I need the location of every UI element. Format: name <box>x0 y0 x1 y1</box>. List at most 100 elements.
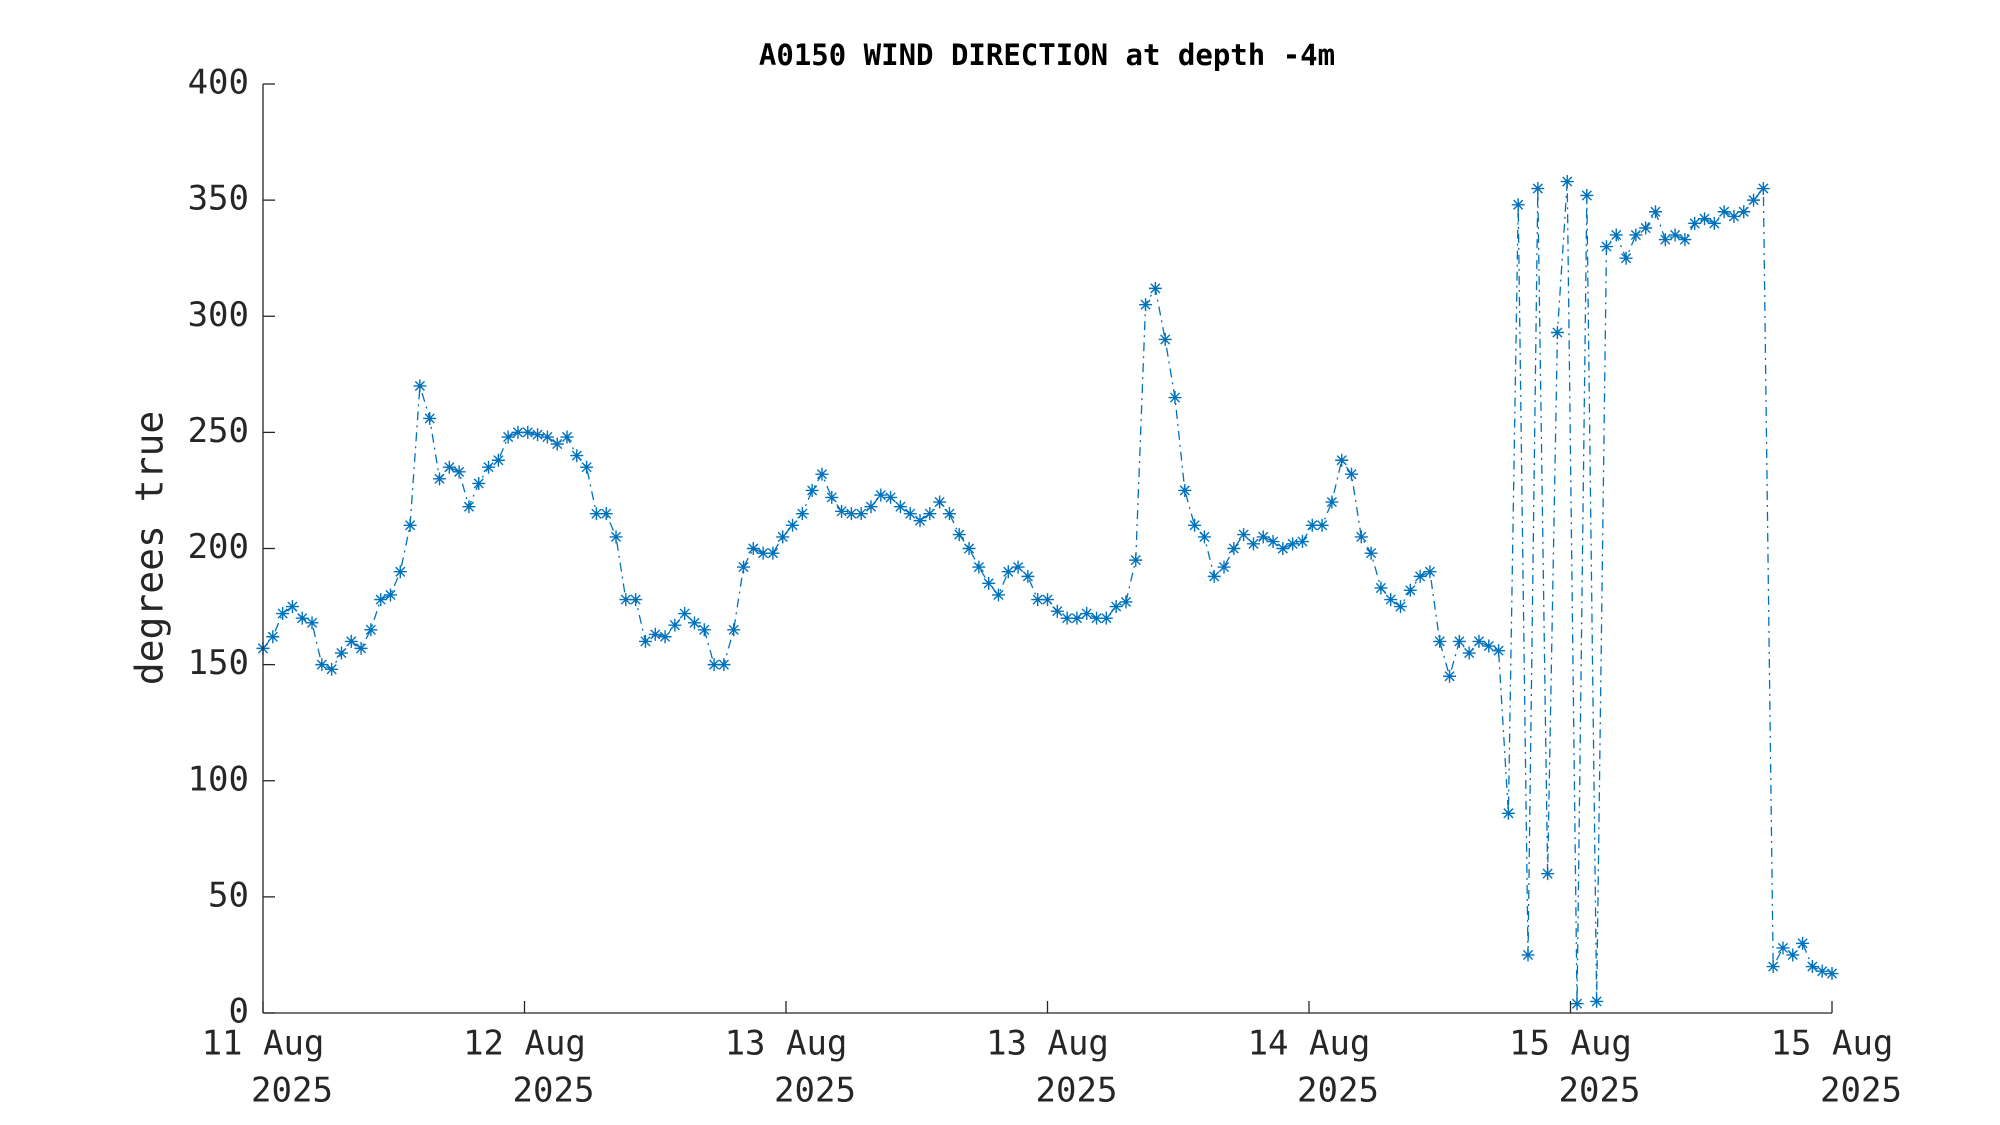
data-point <box>403 518 417 532</box>
data-point <box>1041 593 1054 607</box>
data-point <box>1060 611 1074 625</box>
data-point <box>1148 281 1162 295</box>
x-tick-label: 11 Aug <box>202 1024 325 1064</box>
data-point <box>923 507 937 521</box>
x-tick-label: 13 Aug <box>725 1024 848 1064</box>
data-point <box>1354 530 1368 544</box>
data-point <box>1609 228 1623 242</box>
data-point <box>1580 188 1594 202</box>
x-tick-label: 2025 <box>1036 1071 1118 1111</box>
data-point <box>442 460 456 474</box>
data-point <box>1070 611 1084 625</box>
data-point <box>1217 560 1231 574</box>
data-point <box>540 430 554 444</box>
data-point <box>874 488 888 502</box>
x-tick-label: 14 Aug <box>1248 1024 1371 1064</box>
data-point <box>1462 646 1476 660</box>
x-tick-label: 2025 <box>251 1071 333 1111</box>
x-tick-label: 2025 <box>774 1071 856 1111</box>
data-point <box>1452 634 1466 648</box>
data-point <box>746 542 760 555</box>
data-point <box>1560 175 1574 189</box>
data-point <box>433 472 447 486</box>
data-point <box>1590 994 1604 1008</box>
data-point <box>991 588 1005 602</box>
data-point <box>570 449 584 463</box>
data-point <box>1276 542 1290 555</box>
data-point <box>1335 453 1349 467</box>
data-point <box>1766 960 1780 974</box>
data-point <box>1423 565 1437 579</box>
data-point <box>1158 332 1172 346</box>
data-point <box>1227 542 1241 555</box>
data-point <box>805 483 819 497</box>
chart-title: A0150 WIND DIRECTION at depth -4m <box>759 38 1335 72</box>
data-point <box>364 623 378 637</box>
data-point <box>1178 483 1192 497</box>
data-point <box>1511 198 1525 212</box>
data-point <box>266 630 280 644</box>
x-tick-label: 13 Aug <box>986 1024 1109 1064</box>
data-point <box>648 627 662 641</box>
data-point <box>727 623 741 637</box>
data-point <box>668 618 682 632</box>
data-point <box>1747 193 1761 207</box>
data-point <box>1521 948 1535 962</box>
data-point <box>737 560 751 574</box>
data-point <box>1737 205 1751 219</box>
data-point <box>687 616 701 630</box>
data-point <box>1237 528 1251 542</box>
data-point <box>1648 205 1662 219</box>
data-point <box>1413 569 1427 583</box>
data-point <box>962 542 976 555</box>
data-point <box>913 514 927 528</box>
data-point <box>697 623 711 637</box>
data-point <box>1197 530 1211 544</box>
x-tick-label: 15 Aug <box>1771 1024 1894 1064</box>
data-point <box>815 467 829 481</box>
data-point <box>550 437 564 451</box>
data-point <box>776 530 790 544</box>
data-point <box>835 504 849 518</box>
data-point <box>1796 936 1810 950</box>
data-point <box>383 588 397 602</box>
data-point <box>678 607 692 621</box>
data-point <box>864 500 878 514</box>
data-point <box>658 630 672 644</box>
x-tick-label: 2025 <box>1297 1071 1379 1111</box>
data-point <box>1570 997 1584 1011</box>
data-point <box>1717 205 1731 219</box>
data-point <box>1403 583 1417 597</box>
data-point <box>285 600 299 614</box>
y-axis-label: degrees true <box>128 411 172 686</box>
data-point <box>1325 495 1339 509</box>
data-point <box>1776 941 1790 955</box>
data-point <box>1109 600 1123 614</box>
data-point <box>1374 581 1388 595</box>
data-point <box>629 593 643 607</box>
data-point <box>619 593 633 607</box>
data-point <box>501 430 515 444</box>
data-point <box>1099 611 1113 625</box>
data-point <box>599 507 613 521</box>
data-point <box>1188 518 1202 532</box>
data-point <box>1688 216 1702 230</box>
plot-area <box>257 175 1839 1011</box>
data-point <box>462 500 476 514</box>
y-tick-label: 200 <box>188 527 249 567</box>
data-point <box>825 490 839 504</box>
data-point <box>1531 182 1545 196</box>
data-point <box>334 646 348 660</box>
data-point <box>531 428 545 442</box>
x-tick-label: 2025 <box>1559 1071 1641 1111</box>
data-point <box>942 507 956 521</box>
data-point <box>1756 182 1770 196</box>
data-point <box>1139 298 1153 312</box>
data-point <box>354 641 368 655</box>
data-point <box>393 565 407 579</box>
x-tick-label: 15 Aug <box>1509 1024 1632 1064</box>
data-point <box>707 658 721 672</box>
data-point <box>1119 595 1133 609</box>
data-point <box>1472 634 1486 648</box>
data-point <box>1629 228 1643 242</box>
